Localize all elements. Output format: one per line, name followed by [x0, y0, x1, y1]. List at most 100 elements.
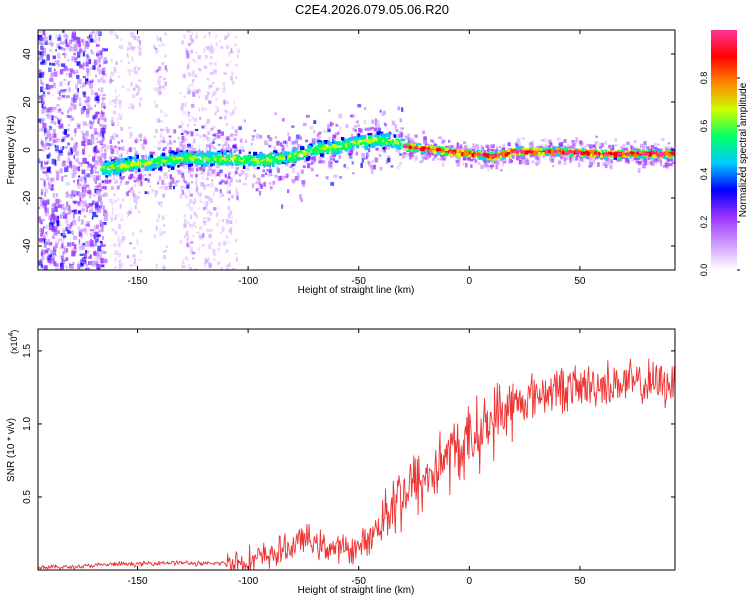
heatmap-cell: [57, 64, 60, 68]
heatmap-cell: [182, 166, 187, 169]
heatmap-cell: [184, 218, 187, 224]
heatmap-cell: [78, 228, 83, 233]
heatmap-cell: [114, 88, 117, 93]
heatmap-cell: [49, 254, 52, 257]
heatmap-cell: [74, 39, 79, 43]
heatmap-cell: [125, 167, 130, 171]
heatmap-cell: [261, 161, 265, 164]
heatmap-cell: [103, 117, 107, 122]
heatmap-cell: [592, 159, 596, 165]
heatmap-cell: [121, 198, 125, 202]
heatmap-cell: [353, 140, 356, 143]
heatmap-cell: [41, 101, 45, 105]
heatmap-cell: [94, 238, 98, 244]
heatmap-cell: [212, 91, 216, 96]
heatmap-cell: [625, 157, 630, 161]
heatmap-cell: [321, 145, 326, 149]
heatmap-cell: [197, 246, 201, 251]
heatmap-cell: [109, 145, 113, 150]
heatmap-cell: [192, 234, 195, 238]
heatmap-cell: [234, 43, 237, 46]
heatmap-cell: [579, 156, 583, 162]
heatmap-cell: [220, 162, 224, 166]
heatmap-cell: [193, 123, 196, 126]
heatmap-cell: [536, 159, 541, 164]
heatmap-cell: [228, 262, 231, 267]
heatmap-cell: [157, 78, 161, 84]
heatmap-cell: [99, 159, 102, 164]
heatmap-cell: [224, 109, 228, 113]
heatmap-cell: [195, 164, 199, 167]
heatmap-cell: [128, 126, 131, 129]
heatmap-cell: [85, 231, 88, 236]
heatmap-cell: [499, 145, 501, 149]
heatmap-cell: [280, 159, 283, 163]
heatmap-cell: [672, 158, 675, 163]
heatmap-cell: [191, 165, 195, 170]
heatmap-cell: [73, 94, 76, 99]
heatmap-cell: [40, 167, 45, 171]
heatmap-cell: [224, 141, 229, 146]
heatmap-cell: [54, 145, 59, 152]
heatmap-cell: [127, 164, 130, 168]
heatmap-cell: [179, 141, 183, 145]
heatmap-cell: [62, 230, 65, 237]
heatmap-cell: [207, 131, 210, 136]
heatmap-cell: [90, 238, 92, 245]
heatmap-cell: [183, 129, 188, 134]
heatmap-cell: [431, 152, 434, 155]
heatmap-cell: [135, 150, 139, 154]
heatmap-cell: [511, 152, 514, 155]
heatmap-cell: [84, 61, 89, 67]
heatmap-cell: [381, 134, 386, 138]
heatmap-cell: [126, 215, 129, 218]
heatmap-cell: [261, 153, 265, 157]
snr-y-tick-label: 1.0: [22, 417, 33, 431]
heatmap-cell: [132, 232, 134, 237]
heatmap-cell: [592, 150, 597, 154]
heatmap-cell: [111, 116, 114, 121]
heatmap-cell: [43, 265, 48, 270]
heatmap-cell: [82, 148, 85, 155]
heatmap-cell: [659, 152, 664, 156]
heatmap-cell: [259, 159, 264, 162]
heatmap-cell: [163, 77, 167, 80]
heatmap-cell: [89, 207, 94, 211]
heatmap-cell: [42, 144, 46, 149]
heatmap-cell: [186, 230, 189, 236]
heatmap-cell: [375, 142, 379, 146]
heatmap-cell: [179, 143, 183, 147]
heatmap-cell: [400, 133, 404, 138]
heatmap-cell: [187, 264, 191, 268]
heatmap-cell: [50, 249, 53, 254]
heatmap-cell: [114, 250, 118, 255]
snr-x-tick-label: -50: [351, 576, 366, 587]
heatmap-cell: [245, 159, 249, 163]
heatmap-cell: [46, 167, 51, 173]
heatmap-cell: [177, 164, 180, 168]
heatmap-cell: [213, 251, 216, 257]
heatmap-cell: [126, 55, 130, 59]
heatmap-cell: [54, 268, 60, 270]
heatmap-cell: [103, 215, 108, 221]
heatmap-cell: [98, 115, 102, 120]
snr-border: [37, 328, 676, 571]
heatmap-cell: [61, 256, 64, 261]
heatmap-cell: [92, 240, 94, 245]
heatmap-cell: [46, 133, 51, 138]
heatmap-cell: [656, 156, 660, 162]
heatmap-cell: [214, 111, 217, 116]
heatmap-cell: [215, 42, 218, 47]
heatmap-cell: [626, 141, 630, 145]
heatmap-cell: [160, 120, 164, 123]
heatmap-cell: [50, 258, 54, 261]
heatmap-cell: [96, 264, 101, 270]
heatmap-cell: [58, 238, 62, 242]
heatmap-cell: [669, 146, 673, 149]
heatmap-cell: [165, 33, 168, 36]
heatmap-cell: [190, 131, 194, 137]
heatmap-cell: [175, 149, 178, 154]
heatmap-cell: [221, 159, 225, 164]
heatmap-cell: [131, 187, 133, 190]
heatmap-cell: [271, 155, 275, 159]
